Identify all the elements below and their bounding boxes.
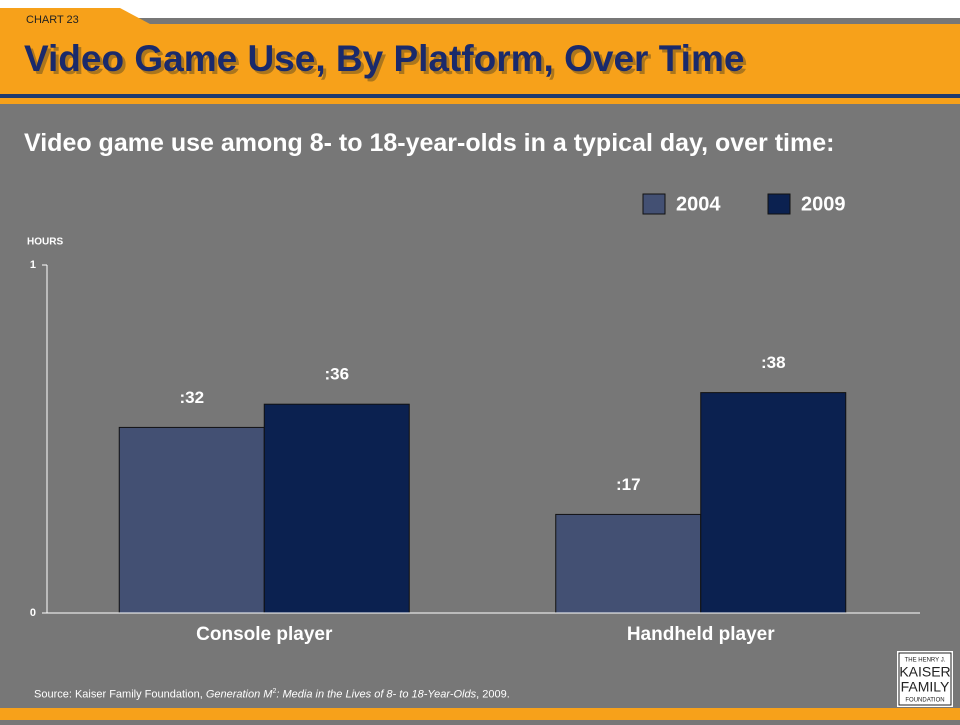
y-axis-label: HOURS	[27, 237, 63, 248]
footer-band	[0, 708, 960, 720]
chart-label: CHART 23	[26, 14, 79, 26]
y-tick-label: 0	[30, 607, 36, 619]
legend-swatch	[767, 193, 791, 215]
legend-label: 2004	[676, 193, 721, 215]
source: Source: Kaiser Family Foundation, Genera…	[34, 688, 734, 701]
plot: 0 1 Console player :32 :36 Handheld player :17…	[30, 193, 920, 645]
source-text: 2	[272, 688, 277, 695]
bar	[700, 392, 847, 614]
header-band	[0, 8, 960, 94]
legend-swatch	[642, 193, 666, 215]
source-text: Source: Kaiser Family Foundation,	[34, 688, 206, 701]
x-tick-label: Console player	[196, 624, 333, 645]
header-line	[0, 94, 960, 98]
legend-label: 2009	[801, 193, 846, 215]
x-tick-label: Handheld player	[627, 624, 775, 645]
subtitle: Video game use among 8- to 18-year-olds …	[24, 129, 835, 157]
title-shadow: Video Game Use, By Platform, Over Time	[27, 41, 747, 82]
subtitle-box: Video game use among 8- to 18-year-olds …	[24, 129, 835, 157]
source-text: Generation M	[205, 688, 273, 701]
logo-text: FAMILY	[901, 679, 950, 695]
data-label: :36	[324, 365, 349, 384]
y-tick-label: 1	[30, 259, 36, 271]
header-top	[0, 0, 960, 18]
source-text: : Media in the Lives of 8- to 18-Year-Ol…	[276, 688, 477, 701]
header-line-orange	[0, 98, 960, 104]
logo-text: THE HENRY J.	[905, 658, 946, 664]
bar	[118, 426, 265, 614]
logo-box	[897, 651, 953, 707]
logo-border	[898, 652, 952, 706]
source-box: Source: Kaiser Family Foundation, Genera…	[34, 688, 734, 701]
data-label: :17	[616, 475, 641, 494]
bar	[263, 403, 410, 614]
chart-title: Video Game Use, By Platform, Over Time	[24, 38, 744, 79]
source-text: , 2009.	[476, 688, 510, 701]
bar	[555, 513, 702, 614]
logo-text: FOUNDATION	[905, 698, 944, 704]
data-label: :32	[179, 388, 204, 407]
logo-text: KAISER	[899, 664, 950, 680]
data-label: :38	[761, 353, 786, 372]
